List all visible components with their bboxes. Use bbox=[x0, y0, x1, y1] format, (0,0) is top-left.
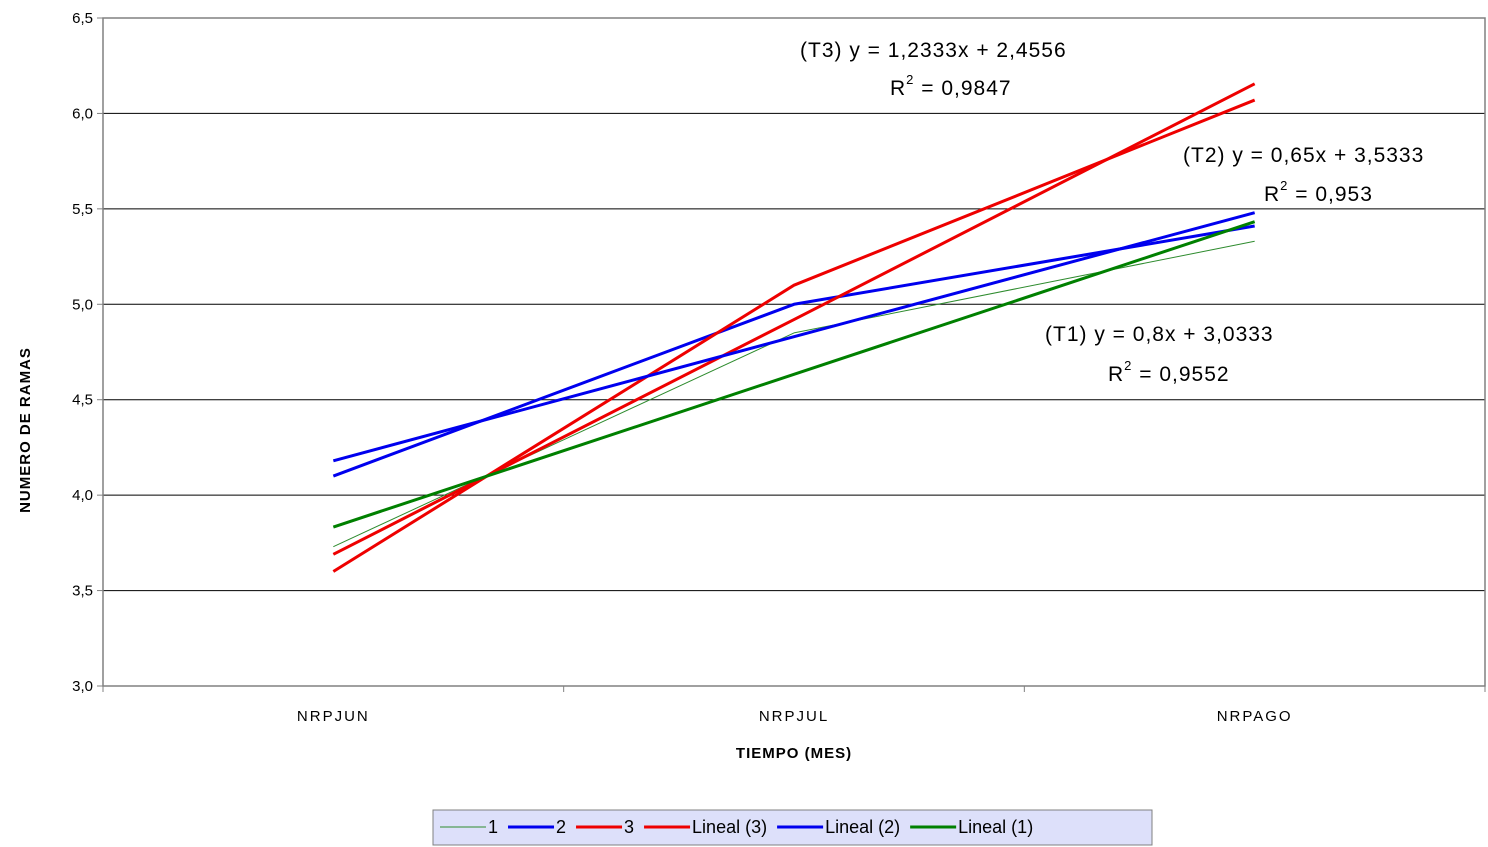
y-tick-label: 4,5 bbox=[72, 392, 93, 409]
series-line-2 bbox=[332, 224, 1255, 478]
legend-label: Lineal (3) bbox=[692, 817, 767, 837]
y-axis-title: NUMERO DE RAMAS bbox=[17, 347, 34, 513]
x-axis: NRPJUN NRPJUL NRPAGO bbox=[102, 686, 1486, 725]
legend-label: Lineal (2) bbox=[825, 817, 900, 837]
annotation-t1-r2: R2 = 0,9552 bbox=[1108, 358, 1230, 386]
y-tick-label: 4,0 bbox=[72, 487, 93, 504]
plot-area-border bbox=[102, 17, 1486, 687]
series-line-1 bbox=[333, 240, 1255, 548]
legend-label: 2 bbox=[556, 817, 566, 837]
y-tick-label: 3,0 bbox=[72, 678, 93, 695]
x-tick-label: NRPJUL bbox=[759, 708, 829, 725]
y-tick-label: 5,5 bbox=[72, 201, 93, 218]
x-tick-label: NRPJUN bbox=[297, 708, 370, 725]
annotation-t2: (T2) y = 0,65x + 3,5333 R2 = 0,953 bbox=[1183, 144, 1424, 206]
annotation-t2-equation: (T2) y = 0,65x + 3,5333 bbox=[1183, 144, 1424, 167]
y-tick-label: 6,5 bbox=[72, 10, 93, 27]
y-axis: 3,0 3,5 4,0 4,5 5,0 5,5 6,0 6,5 bbox=[72, 10, 103, 695]
series-line-lineal-2- bbox=[332, 211, 1256, 463]
legend: 1 2 3 Lineal (3) Lineal (2) Lineal (1) bbox=[432, 809, 1153, 846]
x-tick-label: NRPAGO bbox=[1217, 708, 1293, 725]
x-axis-title: TIEMPO (MES) bbox=[736, 745, 852, 762]
legend-label: Lineal (1) bbox=[958, 817, 1033, 837]
y-tick-label: 3,5 bbox=[72, 583, 93, 600]
annotation-t3: (T3) y = 1,2333x + 2,4556 R2 = 0,9847 bbox=[800, 39, 1067, 100]
gridlines bbox=[103, 112, 1485, 592]
annotation-t3-equation: (T3) y = 1,2333x + 2,4556 bbox=[800, 39, 1067, 62]
series-lines bbox=[332, 82, 1256, 573]
annotation-t2-r2: R2 = 0,953 bbox=[1264, 178, 1373, 206]
series-line-lineal-1- bbox=[332, 220, 1256, 529]
annotation-t1: (T1) y = 0,8x + 3,0333 R2 = 0,9552 bbox=[1045, 323, 1274, 386]
y-tick-label: 5,0 bbox=[72, 296, 93, 313]
series-line-lineal-3- bbox=[332, 82, 1256, 556]
annotation-t3-r2: R2 = 0,9847 bbox=[890, 72, 1012, 100]
y-tick-label: 6,0 bbox=[72, 105, 93, 122]
legend-label: 1 bbox=[488, 817, 498, 837]
legend-label: 3 bbox=[624, 817, 634, 837]
annotation-t1-equation: (T1) y = 0,8x + 3,0333 bbox=[1045, 323, 1274, 346]
